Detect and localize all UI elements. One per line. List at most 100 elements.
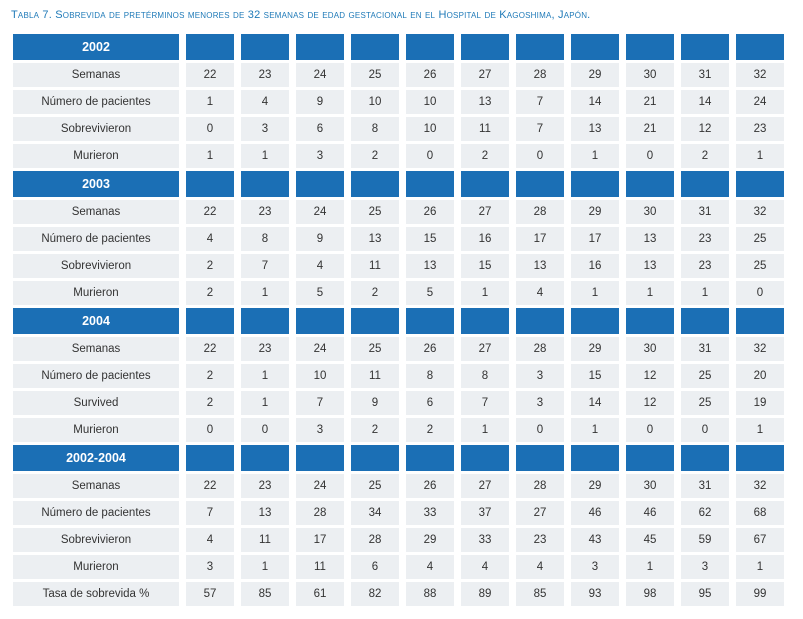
- table-cell: 3: [516, 391, 564, 415]
- section-header-cell: [571, 308, 619, 334]
- table-cell: 29: [571, 474, 619, 498]
- row-label: Murieron: [13, 281, 179, 305]
- table-cell: 0: [681, 418, 729, 442]
- table-cell: 57: [186, 582, 234, 606]
- table-cell: 4: [241, 90, 289, 114]
- section-header-cell: [351, 445, 399, 471]
- table-cell: 25: [736, 254, 784, 278]
- table-cell: 28: [516, 200, 564, 224]
- table-cell: 29: [571, 200, 619, 224]
- section-header-cell: [626, 308, 674, 334]
- table-cell: 1: [186, 90, 234, 114]
- table-cell: 5: [296, 281, 344, 305]
- section-header-cell: [461, 445, 509, 471]
- table-cell: 31: [681, 337, 729, 361]
- row-label: Número de pacientes: [13, 227, 179, 251]
- section-header-cell: [241, 171, 289, 197]
- table-cell: 14: [571, 90, 619, 114]
- table-cell: 0: [736, 281, 784, 305]
- table-cell: 25: [681, 391, 729, 415]
- table-cell: 31: [681, 200, 729, 224]
- table-cell: 1: [461, 418, 509, 442]
- section-header-cell: [186, 34, 234, 60]
- table-cell: 22: [186, 200, 234, 224]
- table-cell: 14: [571, 391, 619, 415]
- table-cell: 4: [516, 555, 564, 579]
- section-header-year: 2003: [13, 171, 179, 197]
- table-cell: 8: [406, 364, 454, 388]
- table-cell: 11: [461, 117, 509, 141]
- row-label: Tasa de sobrevida %: [13, 582, 179, 606]
- table-cell: 10: [296, 364, 344, 388]
- table-cell: 30: [626, 63, 674, 87]
- section-header-cell: [241, 34, 289, 60]
- table-cell: 12: [626, 364, 674, 388]
- table-cell: 25: [736, 227, 784, 251]
- table-cell: 89: [461, 582, 509, 606]
- table-cell: 25: [351, 337, 399, 361]
- table-cell: 2: [461, 144, 509, 168]
- table-cell: 7: [461, 391, 509, 415]
- table-cell: 0: [186, 418, 234, 442]
- table-cell: 8: [241, 227, 289, 251]
- table-cell: 68: [736, 501, 784, 525]
- row-label: Semanas: [13, 63, 179, 87]
- table-cell: 61: [296, 582, 344, 606]
- table-cell: 2: [351, 281, 399, 305]
- table-cell: 1: [736, 144, 784, 168]
- table-cell: 19: [736, 391, 784, 415]
- table-cell: 28: [351, 528, 399, 552]
- table-cell: 7: [516, 117, 564, 141]
- table-cell: 0: [516, 144, 564, 168]
- table-cell: 1: [461, 281, 509, 305]
- section-header-cell: [351, 34, 399, 60]
- table-cell: 23: [241, 474, 289, 498]
- section-header-cell: [736, 445, 784, 471]
- table-cell: 4: [296, 254, 344, 278]
- table-cell: 0: [186, 117, 234, 141]
- table-cell: 23: [241, 63, 289, 87]
- table-cell: 59: [681, 528, 729, 552]
- table-cell: 11: [241, 528, 289, 552]
- section-header-cell: [736, 171, 784, 197]
- table-cell: 1: [626, 281, 674, 305]
- table-cell: 1: [241, 281, 289, 305]
- table-cell: 7: [186, 501, 234, 525]
- table-cell: 20: [736, 364, 784, 388]
- table-cell: 22: [186, 63, 234, 87]
- table-cell: 15: [461, 254, 509, 278]
- table-cell: 10: [406, 117, 454, 141]
- table-cell: 46: [626, 501, 674, 525]
- section-header-cell: [186, 445, 234, 471]
- table-cell: 2: [186, 254, 234, 278]
- table-cell: 27: [461, 337, 509, 361]
- table-cell: 28: [516, 63, 564, 87]
- section-header-cell: [406, 445, 454, 471]
- table-cell: 33: [406, 501, 454, 525]
- table-cell: 0: [516, 418, 564, 442]
- table-cell: 24: [736, 90, 784, 114]
- table-cell: 11: [351, 364, 399, 388]
- table-cell: 2: [351, 418, 399, 442]
- table-cell: 24: [296, 200, 344, 224]
- section-header-cell: [296, 445, 344, 471]
- table-cell: 6: [406, 391, 454, 415]
- table-cell: 23: [516, 528, 564, 552]
- table-cell: 0: [241, 418, 289, 442]
- table-cell: 34: [351, 501, 399, 525]
- table-cell: 27: [516, 501, 564, 525]
- table-cell: 13: [516, 254, 564, 278]
- table-cell: 1: [736, 555, 784, 579]
- table-cell: 10: [406, 90, 454, 114]
- row-label: Sobrevivieron: [13, 528, 179, 552]
- section-header-cell: [626, 445, 674, 471]
- table-cell: 24: [296, 337, 344, 361]
- section-header-cell: [241, 445, 289, 471]
- table-cell: 4: [461, 555, 509, 579]
- row-label: Número de pacientes: [13, 501, 179, 525]
- section-header-cell: [241, 308, 289, 334]
- table-cell: 1: [186, 144, 234, 168]
- section-header-cell: [351, 171, 399, 197]
- table-cell: 2: [186, 364, 234, 388]
- section-header-cell: [681, 34, 729, 60]
